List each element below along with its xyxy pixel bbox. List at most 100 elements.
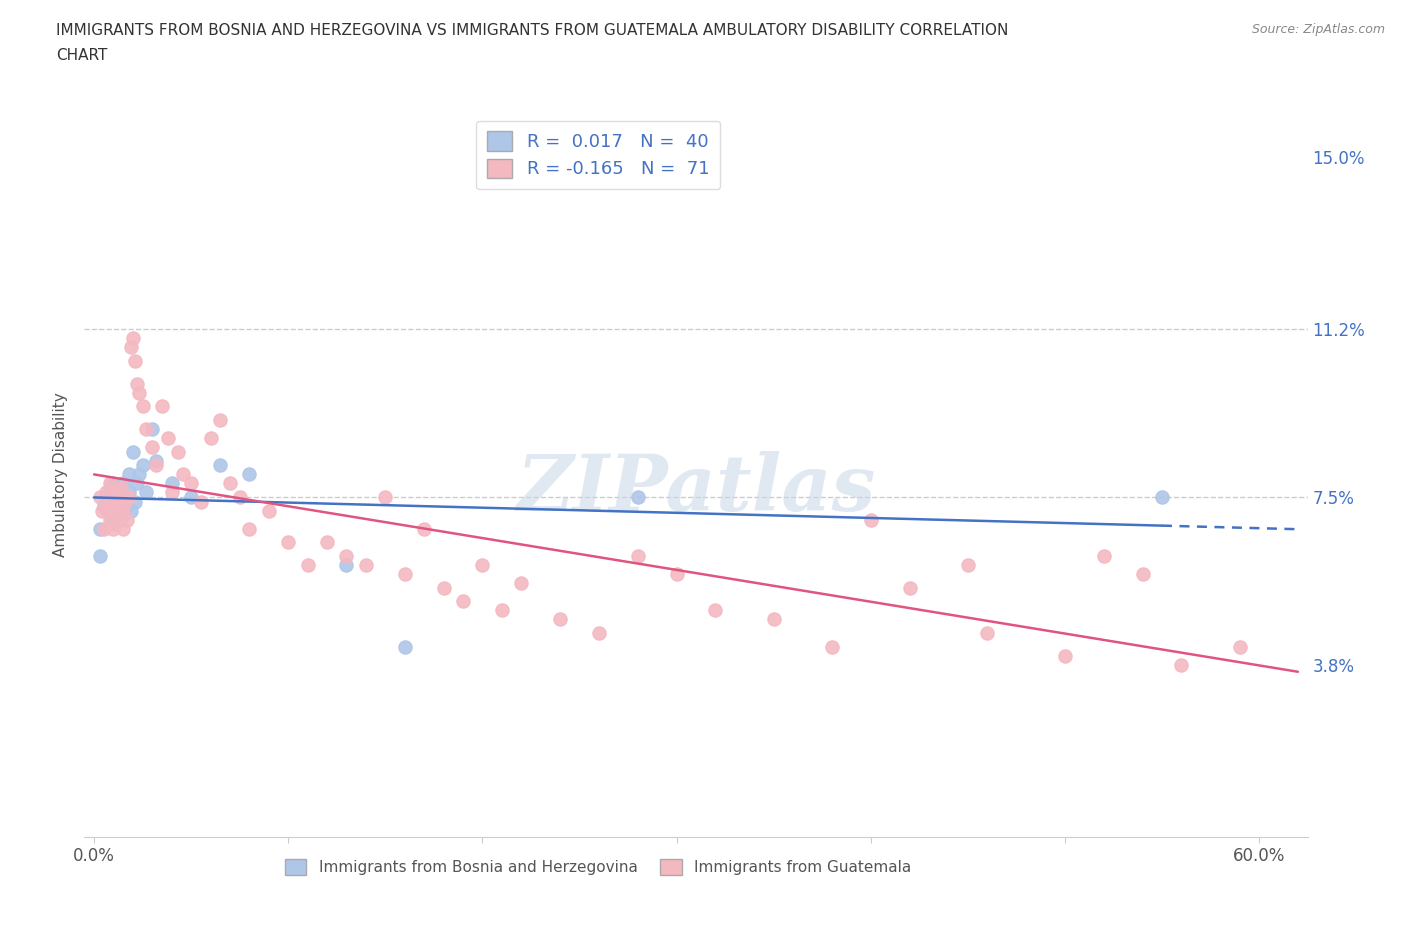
Point [89,489,111,504]
Point [112,476,135,491]
Point [108,485,131,500]
Point [762,612,785,627]
Point [200,431,222,445]
Point [122,445,145,459]
Point [98,512,121,527]
Point [238,521,260,536]
Point [172,467,194,482]
Point [110,481,132,496]
Point [122,331,145,346]
Point [1150,489,1173,504]
Point [114,489,136,504]
Point [108,498,131,513]
Point [316,535,339,550]
Point [114,494,136,509]
Point [103,512,125,527]
Point [118,485,141,500]
Point [89,549,111,564]
Point [166,445,188,459]
Point [141,421,163,436]
Point [180,476,202,491]
Point [1229,639,1251,654]
Point [976,626,998,641]
Point [112,521,135,536]
Point [510,576,533,591]
Point [100,476,122,491]
Point [118,467,141,482]
Point [145,453,167,468]
Point [413,521,436,536]
Point [180,489,202,504]
Point [394,566,416,581]
Point [104,503,127,518]
Point [94,489,117,504]
Point [627,549,650,564]
Point [100,494,122,509]
Point [104,489,127,504]
Point [627,489,650,504]
Point [451,594,474,609]
Point [110,494,132,509]
Point [131,399,153,414]
Point [125,376,148,391]
Point [471,558,494,573]
Text: Source: ZipAtlas.com: Source: ZipAtlas.com [1251,23,1385,36]
Point [118,489,141,504]
Y-axis label: Ambulatory Disability: Ambulatory Disability [53,392,69,557]
Point [98,476,121,491]
Point [115,498,138,513]
Point [859,512,882,527]
Point [156,431,179,445]
Point [135,421,157,436]
Point [432,580,454,595]
Point [105,489,128,504]
Point [141,440,163,455]
Point [821,639,844,654]
Point [665,566,688,581]
Point [100,508,122,523]
Point [394,639,416,654]
Point [374,489,396,504]
Point [93,521,115,536]
Point [112,508,135,523]
Point [120,340,142,355]
Point [115,512,138,527]
Point [956,558,979,573]
Point [124,353,146,368]
Point [190,494,212,509]
Point [105,498,128,513]
Point [89,521,111,536]
Point [335,549,357,564]
Point [588,626,610,641]
Point [209,413,232,428]
Point [1092,549,1115,564]
Point [228,489,250,504]
Point [98,481,121,496]
Point [103,485,125,500]
Point [93,498,115,513]
Point [97,498,120,513]
Point [135,485,157,500]
Point [108,512,131,527]
Point [103,521,125,536]
Point [124,494,146,509]
Point [128,385,150,400]
Point [491,603,513,618]
Point [219,476,242,491]
Point [1053,648,1076,663]
Point [150,399,173,414]
Point [145,458,167,472]
Point [94,485,117,500]
Point [160,476,183,491]
Legend: Immigrants from Bosnia and Herzegovina, Immigrants from Guatemala: Immigrants from Bosnia and Herzegovina, … [278,854,917,882]
Text: ZIPatlas: ZIPatlas [516,450,876,527]
Text: CHART: CHART [56,48,108,63]
Point [548,612,571,627]
Point [257,503,280,518]
Point [120,503,142,518]
Point [335,558,357,573]
Point [238,467,260,482]
Point [90,503,112,518]
Point [128,467,150,482]
Point [898,580,921,595]
